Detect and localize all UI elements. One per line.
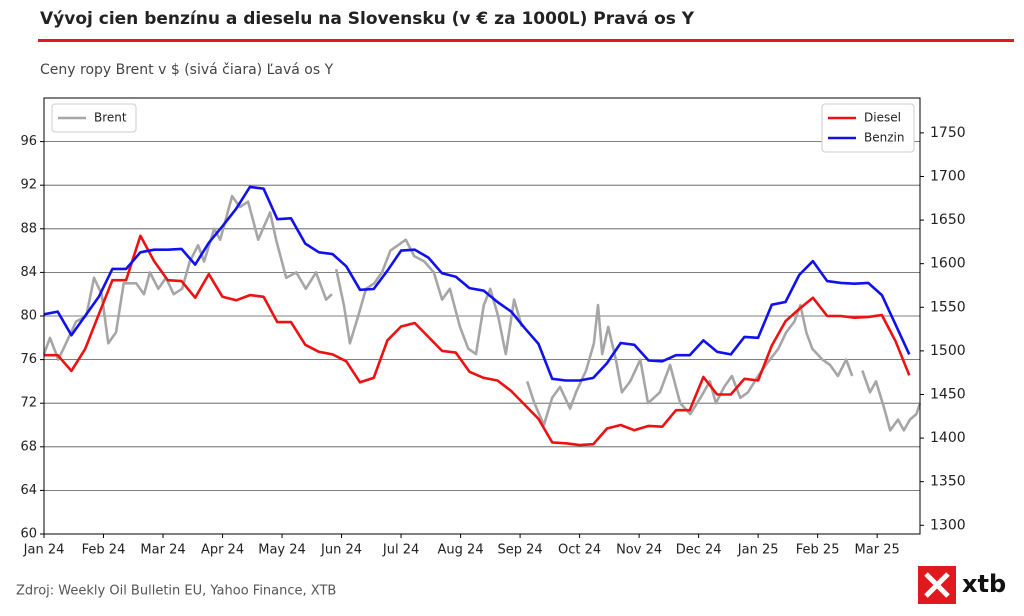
series-line [43,185,911,382]
y-tick-label: 92 [20,178,37,193]
y-tick-label: 76 [20,352,37,367]
y-tick-label: 80 [20,309,37,324]
y2-tick-label: 1700 [930,168,966,184]
x-tick-label: Sep 24 [497,543,542,558]
y-tick-label: 96 [20,134,37,149]
x-tick-label: Jan 25 [737,543,779,558]
chart-title: Vývoj cien benzínu a dieselu na Slovensk… [40,9,695,29]
x-tick-label: Feb 25 [796,543,840,558]
x-tick-label: Mar 24 [140,543,185,558]
y-tick-label: 64 [20,483,37,498]
y2-tick-label: 1550 [930,299,966,315]
y-tick-label: 60 [20,527,37,542]
series-line [44,234,911,447]
x-tick-label: Aug 24 [438,543,484,558]
legend-box [51,103,137,133]
title-rule [38,39,1014,42]
y-tick-label: 84 [20,265,37,280]
x-tick-label: May 24 [258,543,306,558]
y2-tick-label: 1300 [930,517,966,533]
y-tick-label: 68 [20,439,37,454]
x-tick-label: Dec 24 [676,543,722,558]
legend: Brent [51,103,137,133]
logo: xtb [918,566,1006,604]
x-tick-label: Jun 24 [320,543,362,558]
x-tick-label: Oct 24 [558,543,601,558]
legend-box [821,103,915,153]
y-tick-label: 88 [20,221,37,236]
plot-frame [43,97,921,535]
y2-tick-label: 1650 [930,212,966,228]
y2-tick-label: 1450 [930,386,966,402]
legend-label: Benzin [864,131,904,145]
x-tick-label: Jan 24 [23,543,65,558]
legend: Diesel Benzin [821,103,915,153]
y2-tick-label: 1350 [930,474,966,490]
x-tick-label: Apr 24 [201,543,244,558]
x-tick-label: Jul 24 [382,543,419,558]
y2-tick-label: 1500 [930,343,966,359]
x-tick-label: Nov 24 [616,543,662,558]
y2-tick-label: 1400 [930,430,966,446]
y2-tick-label: 1750 [930,125,966,141]
x-tick-label: Feb 24 [82,543,126,558]
legend-label: Brent [94,111,127,125]
logo-x [924,572,950,598]
source-note: Zdroj: Weekly Oil Bulletin EU, Yahoo Fin… [16,584,336,599]
chart-subtitle: Ceny ropy Brent v $ (sivá čiara) Ľavá os… [40,62,334,78]
legend-label: Diesel [864,111,901,125]
series-line [42,194,922,432]
y2-tick-label: 1600 [930,256,966,272]
y-tick-label: 72 [20,396,37,411]
x-tick-label: Mar 25 [855,543,900,558]
logo-text: xtb [962,570,1006,598]
